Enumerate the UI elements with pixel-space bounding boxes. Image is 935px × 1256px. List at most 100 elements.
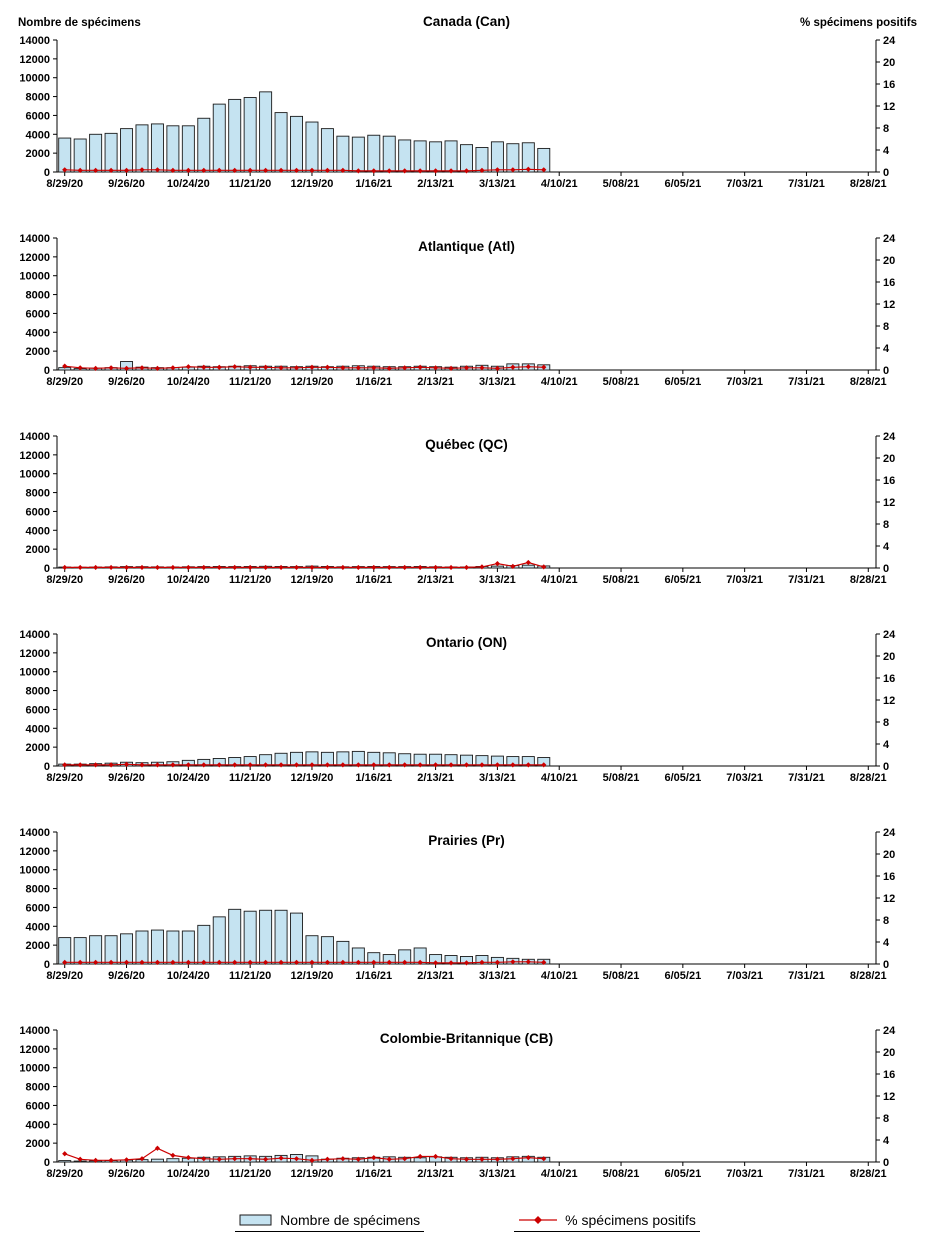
chart-legend: Nombre de spécimens % spécimens positifs [0, 1204, 935, 1238]
y-left-tick-label: 8000 [26, 884, 50, 896]
y-right-tick-label: 16 [883, 79, 895, 91]
y-left-tick-label: 4000 [26, 921, 50, 933]
x-tick-label: 6/05/21 [664, 376, 701, 388]
positivity-marker [417, 168, 423, 174]
positivity-marker [386, 564, 392, 571]
positivity-marker [510, 959, 516, 965]
x-tick-label: 8/29/20 [46, 178, 83, 190]
y-right-tick-label: 0 [883, 959, 889, 971]
positivity-marker [93, 167, 99, 173]
specimen-bars [58, 908, 551, 965]
positivity-marker [324, 167, 331, 173]
positivity-marker [170, 564, 176, 571]
bar [444, 140, 458, 173]
chart-svg-atlantique: Atlantique (Atl) 0 2000 4000 6000 8000 10000 12… [19, 233, 896, 388]
positivity-marker [247, 564, 253, 571]
x-tick-label: 7/03/21 [726, 970, 763, 982]
legend-item-positivity: % spécimens positifs [514, 1210, 700, 1232]
positivity-marker [355, 365, 361, 371]
y-left-tick-label: 12000 [19, 648, 50, 660]
positivity-marker [77, 167, 83, 173]
y-left-tick-label: 10000 [19, 667, 50, 679]
y-left-tick-label: 6000 [26, 902, 50, 914]
positivity-marker [93, 762, 99, 768]
positivity-marker [293, 365, 300, 371]
legend-item-specimens: Nombre de spécimens [235, 1210, 425, 1232]
positivity-marker [185, 364, 191, 370]
positivity-marker [371, 564, 377, 571]
y-right-tick-label: 12 [883, 893, 895, 905]
x-tick-label: 1/16/21 [355, 574, 392, 586]
positivity-marker [448, 564, 454, 571]
x-tick-label: 10/24/20 [167, 178, 210, 190]
x-tick-label: 8/28/21 [850, 1168, 887, 1180]
positivity-marker [371, 1155, 377, 1161]
x-tick-label: 1/16/21 [355, 772, 392, 784]
x-tick-label: 9/26/20 [108, 376, 145, 388]
positivity-marker [139, 564, 145, 571]
x-tick-label: 2/13/21 [417, 772, 454, 784]
x-tick-label: 11/21/20 [229, 1168, 271, 1180]
x-tick-label: 11/21/20 [229, 970, 271, 982]
bar [243, 910, 257, 965]
y-left-tick-label: 10000 [19, 73, 50, 85]
x-tick-label: 7/31/21 [788, 970, 825, 982]
y-right-tick-label: 24 [883, 1025, 896, 1037]
x-tick-label: 3/13/21 [479, 376, 516, 388]
positivity-marker [278, 167, 284, 173]
x-tick-label: 10/24/20 [167, 1168, 210, 1180]
positivity-polyline [64, 1147, 544, 1161]
y-left-tick-label: 10000 [19, 1063, 50, 1075]
y-left-tick-label: 8000 [26, 686, 50, 698]
x-tick-label: 5/08/21 [603, 1168, 640, 1180]
positivity-marker [170, 1152, 176, 1158]
y-right-tick-label: 12 [883, 299, 895, 311]
x-tick-label: 7/03/21 [726, 1168, 763, 1180]
y-left-tick-label: 8000 [26, 290, 50, 302]
positivity-marker [402, 564, 408, 571]
axes [53, 1029, 880, 1166]
y-left-tick-label: 4000 [26, 129, 50, 141]
bar [274, 909, 288, 965]
x-tick-label: 11/21/20 [229, 376, 271, 388]
chart-svg-prairies: Prairies (Pr) 0 2000 4000 6000 8000 10000 12000… [19, 827, 896, 982]
bar [429, 141, 443, 173]
x-tick-label: 11/21/20 [229, 772, 271, 784]
y-left-tick-label: 8000 [26, 1082, 50, 1094]
positivity-marker [463, 564, 470, 571]
positivity-marker [309, 564, 315, 571]
bar [212, 103, 226, 173]
positivity-marker [541, 564, 547, 570]
chart-svg-quebec: Québec (QC) 0 2000 4000 6000 8000 10000 12000 14… [19, 431, 896, 586]
specimen-bars [58, 750, 551, 767]
positivity-marker [340, 762, 346, 768]
chart-title: Québec (QC) [425, 437, 508, 452]
positivity-marker [479, 564, 485, 570]
y-right-tick-label: 16 [883, 277, 895, 289]
y-left-tick-label: 10000 [19, 469, 50, 481]
positivity-marker [479, 365, 485, 371]
axes [53, 633, 880, 770]
y-right-tick-label: 0 [883, 563, 889, 575]
bar [336, 135, 350, 173]
chart-title: Canada (Can) [423, 14, 510, 29]
x-tick-label: 12/19/20 [291, 1168, 334, 1180]
x-tick-label: 6/05/21 [664, 178, 701, 190]
bar [460, 144, 473, 173]
y-right-tick-label: 4 [883, 145, 890, 157]
positivity-marker [278, 564, 284, 571]
legend-label-specimens: Nombre de spécimens [280, 1212, 421, 1228]
positivity-marker [263, 564, 269, 571]
positivity-marker [386, 168, 392, 174]
x-tick-label: 2/13/21 [417, 574, 454, 586]
y-left-tick-label: 12000 [19, 846, 50, 858]
positivity-marker [293, 167, 300, 173]
chart-panel-ontario: Ontario (ON) 0 2000 4000 6000 8000 10000 12000 1… [0, 600, 935, 798]
positivity-marker [93, 564, 99, 571]
positivity-marker [247, 1156, 253, 1162]
y-right-tick-label: 4 [883, 343, 890, 355]
bar [290, 912, 303, 965]
x-tick-label: 3/13/21 [479, 574, 516, 586]
x-tick-label: 9/26/20 [108, 178, 145, 190]
x-tick-label: 6/05/21 [664, 970, 701, 982]
